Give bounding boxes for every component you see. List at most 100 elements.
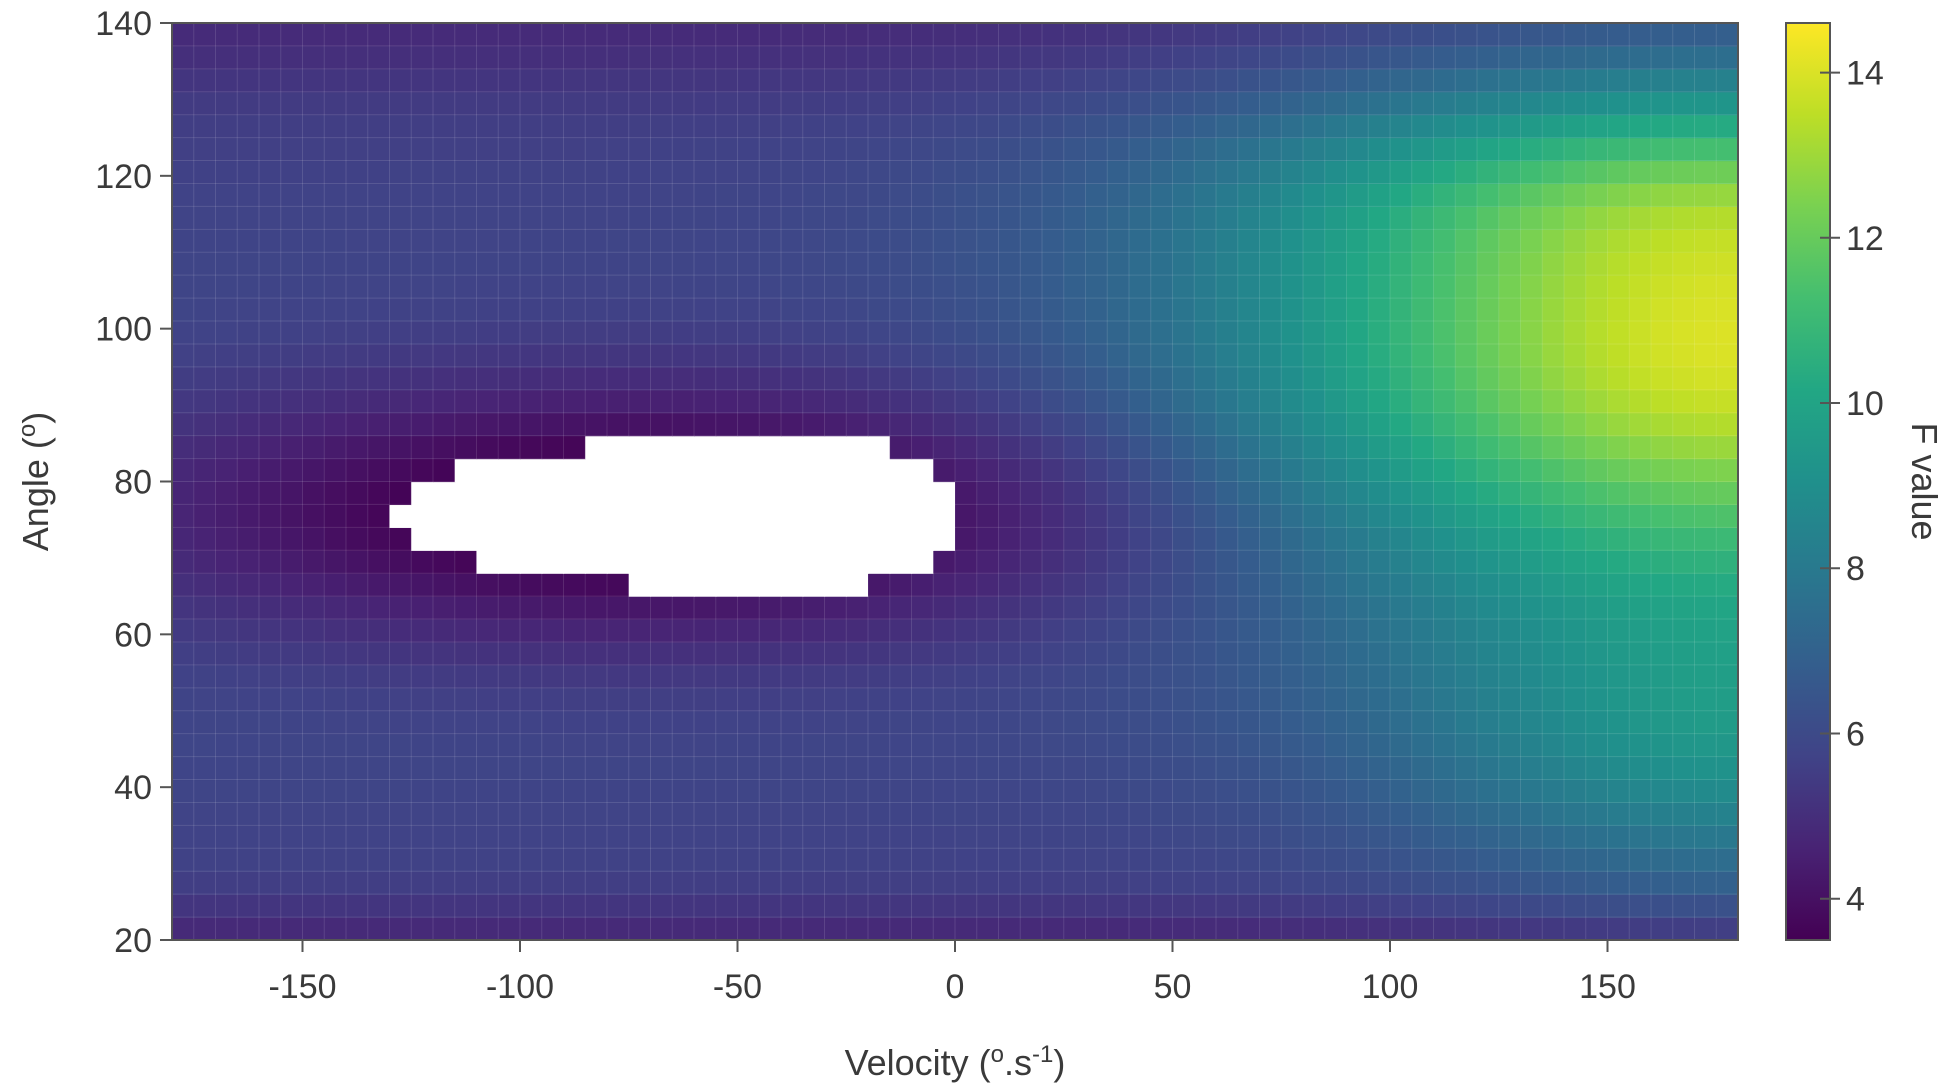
heatmap-cell [259,802,282,826]
x-axis-title-close: ) [1053,1042,1065,1083]
heatmap-cell [367,458,391,483]
heatmap-cell [1085,321,1108,345]
heatmap-cell [802,160,826,185]
heatmap-cell [955,733,978,758]
heatmap-cell [324,619,347,643]
heatmap-cell [802,894,826,918]
heatmap-cell [411,389,434,414]
heatmap-cell [694,596,717,620]
heatmap-cell [346,389,369,414]
heatmap-cell [193,825,217,849]
heatmap-cell [1651,504,1674,528]
heatmap-cell [1498,550,1522,574]
heatmap-cell [1585,114,1609,139]
heatmap-cell [259,550,282,574]
heatmap-cell [541,91,565,116]
heatmap-cell [367,160,391,185]
heatmap-cell [1520,664,1543,689]
heatmap-cell [1672,573,1696,597]
heatmap-cell [280,68,304,93]
heatmap-cell [1281,481,1304,506]
heatmap-cell [628,504,652,528]
heatmap-cell [715,275,739,299]
heatmap-cell [1172,183,1195,207]
heatmap-cell [1368,573,1391,597]
heatmap-cell [1172,619,1195,643]
heatmap-cell [193,550,217,574]
heatmap-cell [1411,275,1435,299]
heatmap-cell [802,229,826,253]
heatmap-cell [476,481,499,506]
heatmap-cell [759,160,782,185]
heatmap-cell [1107,412,1130,437]
heatmap-cell [1368,321,1391,345]
heatmap-cell [759,894,782,918]
heatmap-cell [280,114,304,139]
heatmap-cell [563,412,586,437]
heatmap-cell [541,756,565,781]
heatmap-cell [1390,573,1413,597]
heatmap-cell [520,802,543,826]
heatmap-cell [1259,756,1282,781]
heatmap-cell [1172,871,1195,895]
heatmap-cell [672,183,695,207]
heatmap-cell [1281,573,1304,597]
heatmap-cell [411,527,434,551]
heatmap-cell [1216,137,1239,162]
heatmap-cell [411,252,434,276]
heatmap-cell [1542,412,1565,437]
heatmap-cell [563,641,586,666]
heatmap-cell [1564,802,1587,826]
heatmap-cell [1085,45,1108,70]
heatmap-cell [1455,550,1478,574]
heatmap-cell [998,894,1021,918]
heatmap-cell [215,23,238,47]
heatmap-cell [802,733,826,758]
heatmap-cell [1129,733,1152,758]
heatmap-cell [911,206,934,230]
heatmap-cell [933,481,956,506]
heatmap-cell [1520,252,1543,276]
heatmap-cell [672,527,695,551]
heatmap-cell [1259,412,1282,437]
heatmap-cell [1477,894,1500,918]
heatmap-cell [1716,664,1739,689]
heatmap-cell [737,343,760,368]
heatmap-cell [1237,23,1261,47]
heatmap-cell [1629,114,1652,139]
heatmap-cell [1368,298,1391,322]
heatmap-cell [476,68,499,93]
heatmap-cell [237,504,260,528]
heatmap-cell [1477,206,1500,230]
heatmap-cell [215,321,238,345]
heatmap-cell [911,183,934,207]
heatmap-cell [802,343,826,368]
heatmap-cell [846,664,869,689]
heatmap-cell [1303,802,1326,826]
heatmap-cell [1629,664,1652,689]
heatmap-cell [607,710,630,735]
heatmap-cell [955,664,978,689]
heatmap-cell [955,183,978,207]
heatmap-cell [1542,114,1565,139]
heatmap-cell [1716,894,1739,918]
heatmap-cell [259,756,282,781]
heatmap-cell [1129,894,1152,918]
heatmap-cell [563,23,586,47]
heatmap-cell [1629,412,1652,437]
heatmap-cell [411,229,434,253]
heatmap-cell [1237,573,1261,597]
heatmap-cell [520,871,543,895]
heatmap-cell [694,389,717,414]
heatmap-cell [346,733,369,758]
heatmap-cell [1259,619,1282,643]
heatmap-cell [1172,91,1195,116]
heatmap-cell [433,894,456,918]
heatmap-cell [911,710,934,735]
heatmap-cell [520,91,543,116]
heatmap-cell [1281,710,1304,735]
heatmap-cell [498,527,521,551]
heatmap-cell [172,825,195,849]
heatmap-cell [1520,802,1543,826]
heatmap-cell [824,596,847,620]
